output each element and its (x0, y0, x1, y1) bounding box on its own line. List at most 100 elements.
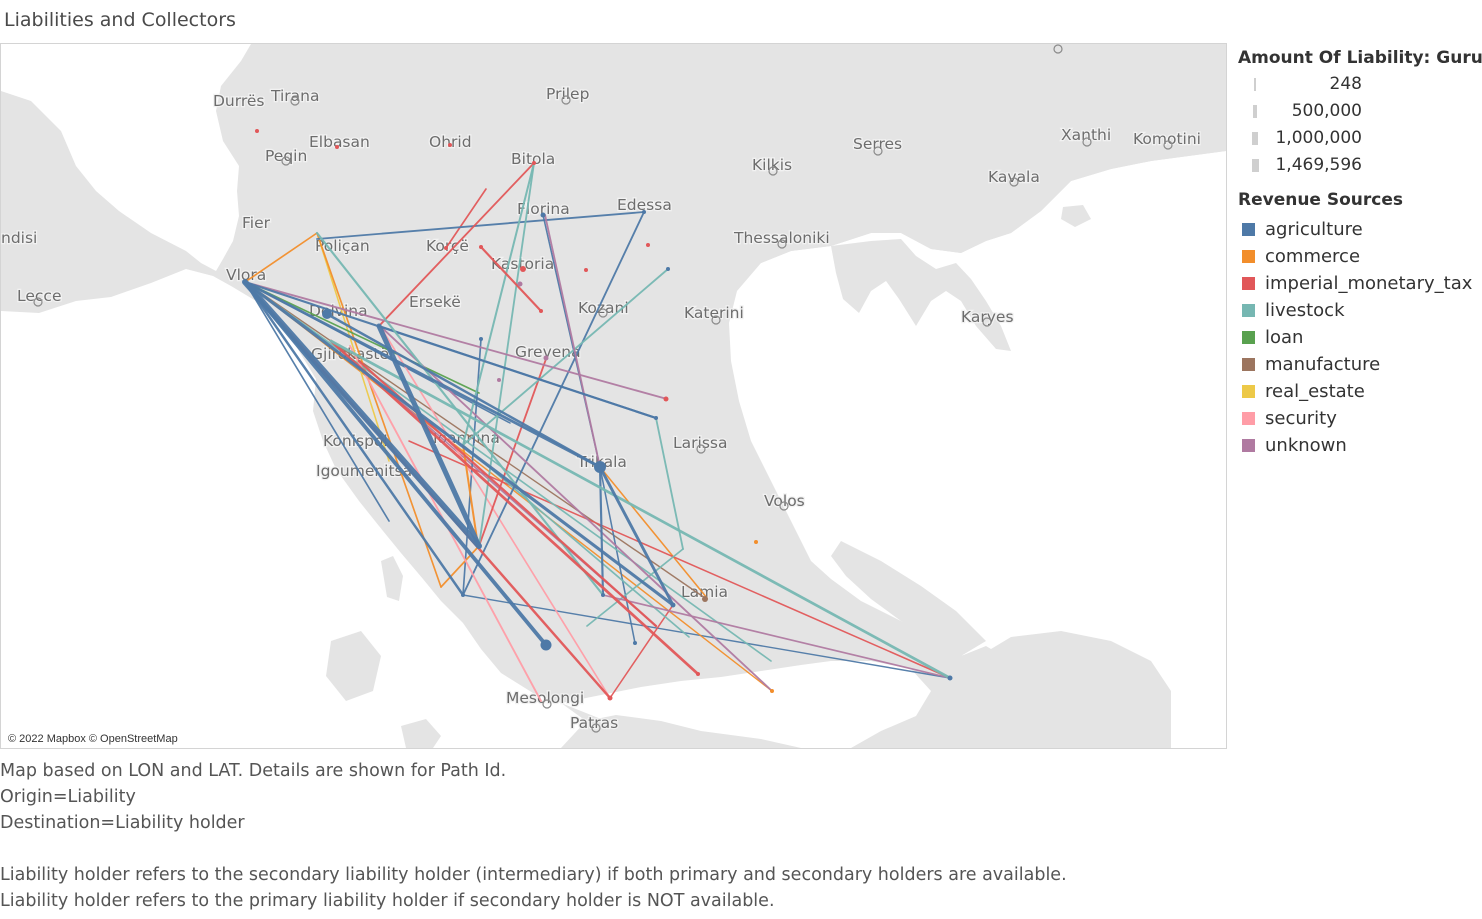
legend-item-agriculture[interactable]: agriculture (1238, 216, 1482, 243)
location-point-imperial_monetary_tax[interactable] (520, 266, 526, 272)
location-point-imperial_monetary_tax[interactable] (663, 396, 669, 402)
location-point-agriculture[interactable] (540, 639, 552, 651)
liability-path-unknown[interactable] (244, 281, 668, 400)
location-point-imperial_monetary_tax[interactable] (335, 145, 339, 149)
location-point-imperial_monetary_tax[interactable] (532, 161, 536, 165)
liability-path-agriculture[interactable] (316, 211, 645, 240)
legend-item-security[interactable]: security (1238, 405, 1482, 432)
land-peloponnese (561, 715, 801, 748)
map-canvas[interactable]: Durrës Tirana Prilep Elbasan Ohrid Peqin Bitol… (1, 44, 1226, 748)
location-point-agriculture[interactable] (479, 337, 483, 341)
liability-path-unknown[interactable] (602, 594, 951, 679)
liability-path-commerce[interactable] (244, 232, 318, 283)
liability-path-livestock[interactable] (329, 339, 952, 680)
liability-path-agriculture[interactable] (243, 280, 675, 607)
liability-path-commerce[interactable] (440, 545, 480, 588)
location-point-agriculture[interactable] (654, 416, 658, 420)
location-point-commerce[interactable] (770, 689, 774, 693)
location-point-imperial_monetary_tax[interactable] (479, 245, 483, 249)
location-point-imperial_monetary_tax[interactable] (646, 243, 650, 247)
location-point-agriculture[interactable] (540, 212, 546, 218)
liability-path-imperial_monetary_tax[interactable] (609, 604, 674, 699)
legend-item-livestock[interactable]: livestock (1238, 297, 1482, 324)
city-marker (281, 156, 291, 166)
size-legend-item[interactable]: 248 (1238, 72, 1482, 99)
liability-path-agriculture[interactable] (376, 323, 482, 549)
location-point-imperial_monetary_tax[interactable] (539, 309, 543, 313)
liability-path-livestock[interactable] (462, 268, 669, 446)
liability-path-imperial_monetary_tax[interactable] (378, 162, 535, 327)
liability-path-unknown[interactable] (544, 214, 601, 468)
location-point-imperial_monetary_tax[interactable] (448, 143, 452, 147)
color-legend: agriculture commerce imperial_monetary_tax… (1238, 216, 1482, 459)
land-thasos (1061, 205, 1091, 227)
map-view[interactable]: Durrës Tirana Prilep Elbasan Ohrid Peqin Bitol… (0, 43, 1227, 749)
liability-path-imperial_monetary_tax[interactable] (329, 339, 700, 676)
legend-swatch (1242, 250, 1255, 263)
legend-swatch (1242, 439, 1255, 452)
legend-item-real_estate[interactable]: real_estate (1238, 378, 1482, 405)
map-caption: Map based on LON and LAT. Details are sh… (0, 758, 1067, 914)
liability-path-imperial_monetary_tax[interactable] (479, 245, 543, 313)
legend-item-manufacture[interactable]: manufacture (1238, 351, 1482, 378)
location-point-agriculture[interactable] (633, 641, 637, 645)
liability-path-agriculture[interactable] (243, 280, 602, 469)
location-point-manufacture[interactable] (702, 596, 708, 602)
land-attica (956, 646, 1051, 748)
location-point-imperial_monetary_tax[interactable] (584, 268, 588, 272)
liability-path-agriculture[interactable] (242, 279, 482, 549)
size-legend-item[interactable]: 1,000,000 (1238, 126, 1482, 153)
size-legend-item[interactable]: 1,469,596 (1238, 153, 1482, 180)
legend-item-unknown[interactable]: unknown (1238, 432, 1482, 459)
liability-path-loan[interactable] (244, 281, 480, 394)
location-point-imperial_monetary_tax[interactable] (607, 695, 613, 701)
location-point-unknown[interactable] (517, 281, 523, 287)
location-point-agriculture[interactable] (642, 210, 646, 214)
map-attribution[interactable]: © 2022 Mapbox © OpenStreetMap (8, 733, 178, 745)
size-legend-item[interactable]: 500,000 (1238, 99, 1482, 126)
liability-path-agriculture[interactable] (599, 466, 636, 644)
liability-path-agriculture[interactable] (243, 280, 658, 420)
location-point-unknown[interactable] (497, 378, 501, 382)
location-point-agriculture[interactable] (670, 602, 676, 608)
location-point-agriculture[interactable] (594, 461, 606, 473)
location-point-imperial_monetary_tax[interactable] (444, 246, 448, 250)
legend-item-commerce[interactable]: commerce (1238, 243, 1482, 270)
location-point-agriculture[interactable] (242, 279, 248, 285)
sea-adriatic (1, 44, 251, 271)
land-euboea (831, 541, 986, 656)
liability-path-agriculture[interactable] (243, 280, 465, 597)
liability-path-manufacture[interactable] (244, 281, 706, 599)
liability-path-agriculture[interactable] (598, 465, 675, 607)
caption-line: Liability holder refers to the secondary… (0, 865, 1067, 885)
liability-path-livestock[interactable] (244, 281, 772, 662)
liability-path-agriculture[interactable] (325, 312, 602, 469)
liability-path-livestock[interactable] (462, 444, 690, 638)
location-point-agriculture[interactable] (461, 593, 465, 597)
location-point-agriculture[interactable] (322, 309, 332, 319)
liability-path-real_estate[interactable] (316, 232, 390, 462)
liability-path-imperial_monetary_tax[interactable] (445, 188, 487, 249)
liability-path-agriculture[interactable] (244, 281, 390, 522)
liability-path-livestock[interactable] (586, 548, 684, 627)
legend-item-imperial_monetary_tax[interactable]: imperial_monetary_tax (1238, 270, 1482, 297)
liability-path-commerce[interactable] (316, 232, 442, 588)
liability-path-agriculture[interactable] (462, 594, 951, 679)
liability-path-imperial_monetary_tax[interactable] (478, 358, 547, 547)
location-point-agriculture[interactable] (476, 543, 482, 549)
location-point-imperial_monetary_tax[interactable] (696, 672, 700, 676)
city-label: Larissa (673, 434, 727, 452)
city-marker (1009, 177, 1019, 187)
liability-path-commerce[interactable] (599, 466, 708, 599)
location-point-commerce[interactable] (754, 540, 758, 544)
location-point-agriculture[interactable] (601, 593, 605, 597)
liability-path-livestock[interactable] (655, 417, 684, 550)
city-marker (873, 146, 883, 156)
location-point-agriculture[interactable] (947, 675, 953, 681)
location-point-unknown[interactable] (543, 355, 549, 361)
liability-path-imperial_monetary_tax[interactable] (408, 440, 951, 679)
liability-path-agriculture[interactable] (462, 211, 645, 596)
location-point-agriculture[interactable] (666, 267, 670, 271)
location-point-imperial_monetary_tax[interactable] (255, 129, 259, 133)
legend-item-loan[interactable]: loan (1238, 324, 1482, 351)
